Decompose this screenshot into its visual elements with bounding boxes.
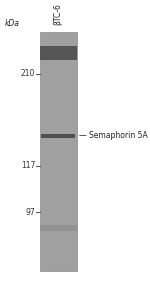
FancyBboxPatch shape xyxy=(41,134,75,138)
Text: 117: 117 xyxy=(21,161,35,170)
FancyBboxPatch shape xyxy=(40,225,77,231)
Text: 210: 210 xyxy=(21,69,35,78)
Text: 97: 97 xyxy=(26,208,35,217)
FancyBboxPatch shape xyxy=(40,32,77,271)
Text: kDa: kDa xyxy=(5,19,20,28)
Text: — Semaphorin 5A: — Semaphorin 5A xyxy=(79,131,147,140)
Text: βTC-6: βTC-6 xyxy=(54,3,63,25)
FancyBboxPatch shape xyxy=(40,46,77,60)
